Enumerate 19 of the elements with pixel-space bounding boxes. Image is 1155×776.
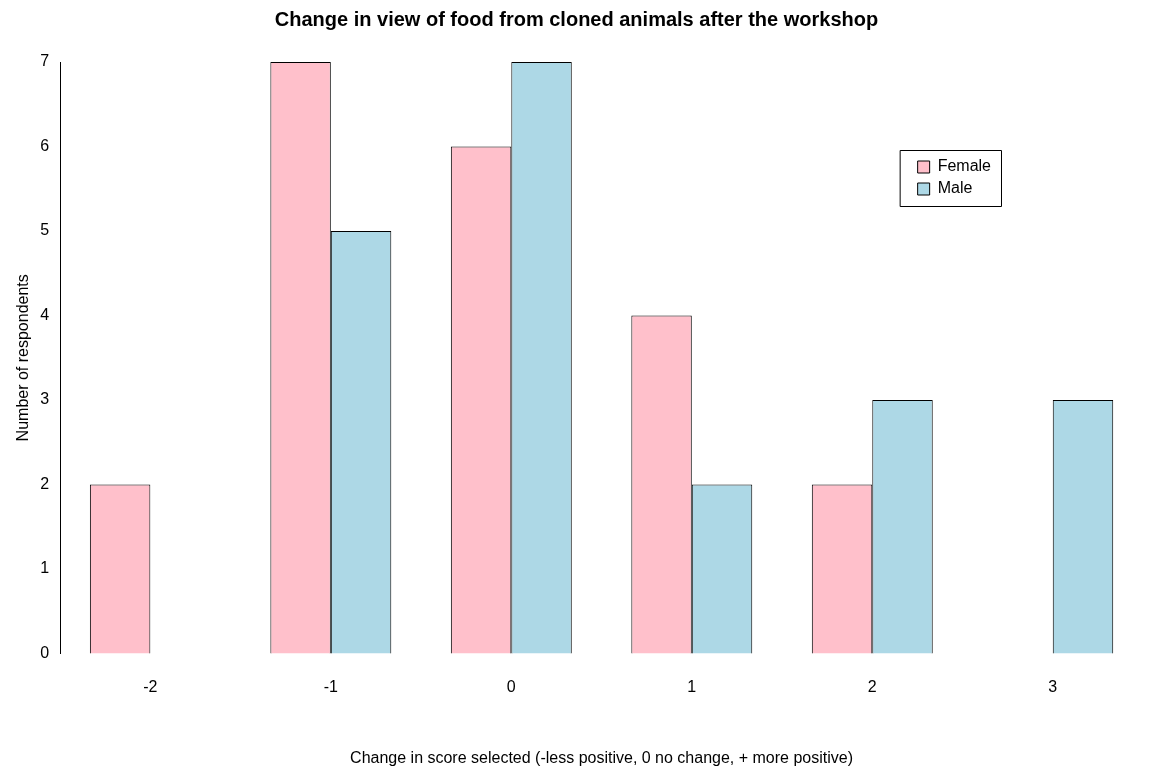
y-tick-label: 2 bbox=[40, 474, 50, 492]
chart-title: Change in view of food from cloned animals after the workshop bbox=[274, 7, 879, 30]
y-tick-label: 6 bbox=[40, 136, 50, 154]
y-tick-label: 5 bbox=[40, 221, 50, 239]
y-tick-label: 4 bbox=[40, 305, 50, 323]
legend-label: Female bbox=[937, 157, 992, 175]
x-tick-label: 3 bbox=[1048, 677, 1058, 695]
x-tick-label: 2 bbox=[867, 677, 877, 695]
legend-label: Male bbox=[937, 179, 973, 197]
x-tick-label: 1 bbox=[687, 677, 697, 695]
y-axis-title: Number of respondents bbox=[14, 274, 32, 442]
y-tick-label: 7 bbox=[40, 52, 50, 70]
y-tick-label: 0 bbox=[40, 644, 50, 662]
y-tick-label: 3 bbox=[40, 390, 50, 408]
x-axis-title: Change in score selected (-less positive, 0 no change, + more positive) bbox=[350, 748, 854, 766]
x-tick-label: -1 bbox=[323, 677, 339, 695]
y-tick-label: 1 bbox=[40, 559, 50, 577]
x-tick-label: -2 bbox=[143, 677, 158, 695]
x-tick-label: 0 bbox=[506, 677, 516, 695]
